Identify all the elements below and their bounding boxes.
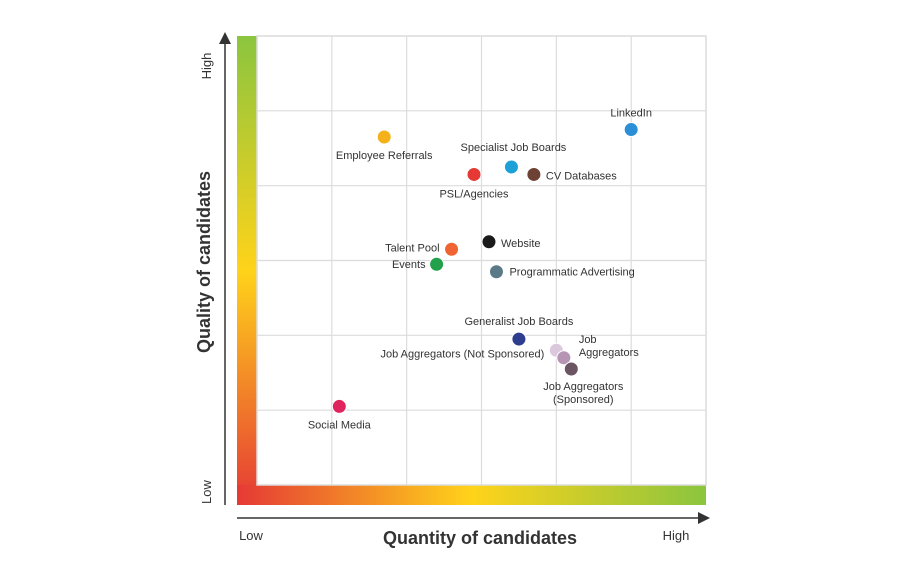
- point-linkedin: [623, 122, 639, 138]
- bottom-gradient-bar: [237, 485, 706, 505]
- label-line: Generalist Job Boards: [464, 316, 573, 328]
- point-cv-databases: [526, 166, 542, 182]
- label-employee-referrals: Employee Referrals: [336, 150, 433, 162]
- label-cv-databases: CV Databases: [546, 170, 617, 182]
- label-line: LinkedIn: [610, 108, 652, 120]
- label-specialist-job-boards: Specialist Job Boards: [461, 142, 567, 154]
- label-website: Website: [501, 238, 541, 250]
- label-events: Events: [392, 259, 426, 271]
- label-line: Website: [501, 238, 541, 250]
- grid-lines: [257, 36, 706, 485]
- x-axis-low-label: Low: [239, 528, 263, 543]
- x-axis-high-label: High: [663, 528, 690, 543]
- point-events: [429, 256, 445, 272]
- point-job-aggregators-sponsored: [563, 361, 579, 377]
- label-line: CV Databases: [546, 170, 617, 182]
- y-axis-high-label: High: [199, 53, 214, 80]
- label-job-aggregators: Job Aggregators: [579, 334, 639, 359]
- y-axis-title: Quality of candidates: [194, 171, 214, 353]
- point-specialist-job-boards: [503, 159, 519, 175]
- label-line: (Sponsored): [553, 394, 614, 406]
- label-line: Employee Referrals: [336, 150, 433, 162]
- label-line: Aggregators: [579, 347, 639, 359]
- label-social-media: Social Media: [308, 419, 372, 431]
- point-talent-pool: [444, 241, 460, 257]
- point-labels: LinkedIn Employee Referrals Specialist Job…: [308, 108, 652, 432]
- label-job-aggregators-sponsored: Job Aggregators (Sponsored): [543, 381, 624, 406]
- point-website: [481, 234, 497, 250]
- point-social-media: [331, 398, 347, 414]
- point-job-aggregators: [556, 350, 572, 366]
- label-linkedin: LinkedIn: [610, 108, 652, 120]
- label-line: Talent Pool: [385, 242, 439, 254]
- label-talent-pool: Talent Pool: [385, 242, 439, 254]
- x-axis-title: Quantity of candidates: [383, 528, 577, 548]
- point-psl-agencies: [466, 166, 482, 182]
- label-line: Job: [579, 334, 597, 346]
- label-generalist-job-boards: Generalist Job Boards: [464, 316, 573, 328]
- label-line: Events: [392, 259, 426, 271]
- point-employee-referrals: [376, 129, 392, 145]
- left-gradient-bar: [237, 36, 257, 505]
- point-programmatic-advertising: [488, 264, 504, 280]
- label-line: Social Media: [308, 419, 372, 431]
- label-line: Job Aggregators: [543, 381, 624, 393]
- label-programmatic-advertising: Programmatic Advertising: [509, 267, 634, 279]
- data-points: [331, 122, 639, 414]
- label-line: PSL/Agencies: [439, 188, 509, 200]
- label-line: Programmatic Advertising: [509, 267, 634, 279]
- label-line: Job Aggregators (Not Sponsored): [380, 348, 544, 360]
- label-psl-agencies: PSL/Agencies: [439, 188, 509, 200]
- point-generalist-job-boards: [511, 331, 527, 347]
- y-axis-low-label: Low: [199, 479, 214, 503]
- label-line: Specialist Job Boards: [461, 142, 567, 154]
- label-job-aggregators-not-sponsored: Job Aggregators (Not Sponsored): [380, 348, 544, 360]
